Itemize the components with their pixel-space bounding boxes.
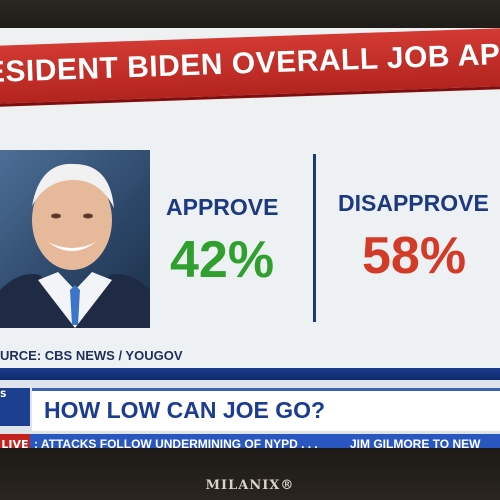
banner-title: ESIDENT BIDEN OVERALL JOB APPROVA xyxy=(0,34,500,90)
approve-value: 42% xyxy=(170,231,275,289)
tv-bezel-bottom: MILANIX® xyxy=(0,448,500,500)
lower-third: S HOW LOW CAN JOE GO? LIVE : ATTACKS FOL… xyxy=(0,380,500,448)
network-logo: S xyxy=(0,388,30,426)
portrait-graphic xyxy=(0,163,150,328)
approve-label: APPROVE xyxy=(166,194,279,220)
disapprove-label: DISAPPROVE xyxy=(338,190,489,216)
chyron-headline: HOW LOW CAN JOE GO? xyxy=(44,397,326,423)
tv-brand-logo: MILANIX® xyxy=(205,478,295,493)
blue-divider-strip xyxy=(0,368,500,380)
ticker-item: : ATTACKS FOLLOW UNDERMINING OF NYPD . .… xyxy=(34,437,318,448)
headline-banner: ESIDENT BIDEN OVERALL JOB APPROVA xyxy=(0,28,500,107)
president-photo xyxy=(0,150,150,328)
source-bar: URCE: CBS NEWS / YOUGOV xyxy=(0,344,500,370)
poll-source: URCE: CBS NEWS / YOUGOV xyxy=(0,348,183,363)
network-logo-text: S xyxy=(0,390,7,400)
live-badge: LIVE xyxy=(0,434,30,448)
disapprove-value: 58% xyxy=(362,227,467,285)
poll-panel: APPROVE 42% DISAPPROVE 58% xyxy=(0,118,500,358)
headline-box: HOW LOW CAN JOE GO? xyxy=(32,388,500,431)
news-ticker: LIVE : ATTACKS FOLLOW UNDERMINING OF NYP… xyxy=(0,434,500,448)
ticker-item: JIM GILMORE TO NEW xyxy=(350,437,481,448)
column-divider xyxy=(313,154,316,322)
tv-screen: ESIDENT BIDEN OVERALL JOB APPROVA APPROV… xyxy=(0,28,500,448)
